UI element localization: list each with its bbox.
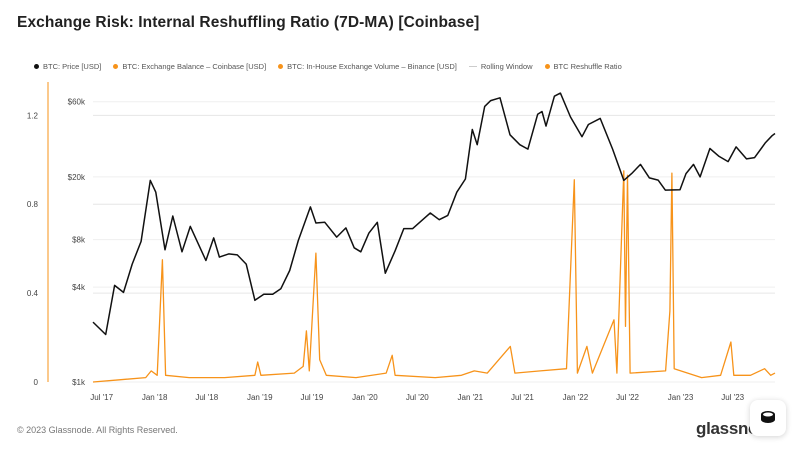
x-tick-label: Jan '20 <box>352 393 378 402</box>
series-reshuffle-ratio-line <box>92 170 776 383</box>
legend-label-inhouse-volume: BTC: In-House Exchange Volume – Binance … <box>287 62 457 71</box>
x-axis-labels: Jul '17 Jan '18 Jul '18 Jan '19 Jul '19 Jan '… <box>90 393 744 402</box>
chat-widget-button[interactable] <box>750 400 786 436</box>
y-right-tick-label: $1k <box>72 378 86 387</box>
grid-lines-right <box>93 101 775 383</box>
legend-marker-rolling-window <box>468 66 477 67</box>
y-right-tick-label: $4k <box>72 283 86 292</box>
y-axis-right-labels: $1k $4k $8k $20k $60k <box>68 98 86 387</box>
legend-marker-reshuffle-ratio <box>544 64 550 69</box>
legend: BTC: Price [USD] BTC: Exchange Balance –… <box>34 62 622 71</box>
chart-title: Exchange Risk: Internal Reshuffling Rati… <box>17 14 480 31</box>
x-tick-label: Jan '21 <box>458 393 484 402</box>
legend-item-inhouse-volume[interactable]: BTC: In-House Exchange Volume – Binance … <box>278 62 457 71</box>
legend-label-reshuffle-ratio: BTC Reshuffle Ratio <box>553 62 622 71</box>
y-right-tick-label: $8k <box>72 236 86 245</box>
x-tick-label: Jan '18 <box>142 393 168 402</box>
legend-item-rolling-window[interactable]: Rolling Window <box>468 62 533 71</box>
legend-item-exchange-balance[interactable]: BTC: Exchange Balance – Coinbase [USD] <box>113 62 266 71</box>
x-tick-label: Jul '21 <box>511 393 534 402</box>
x-tick-label: Jul '19 <box>300 393 323 402</box>
y-left-tick-label: 0.8 <box>27 200 39 209</box>
legend-marker-inhouse-volume <box>278 64 284 69</box>
y-right-tick-label: $60k <box>68 98 86 107</box>
x-tick-label: Jul '17 <box>90 393 113 402</box>
x-tick-label: Jan '22 <box>563 393 589 402</box>
x-tick-label: Jul '22 <box>616 393 639 402</box>
x-tick-label: Jul '18 <box>195 393 218 402</box>
legend-label-rolling-window: Rolling Window <box>480 62 533 71</box>
legend-item-reshuffle-ratio[interactable]: BTC Reshuffle Ratio <box>544 62 622 71</box>
chat-bubble-icon <box>761 411 775 423</box>
x-tick-label: Jul '20 <box>406 393 429 402</box>
y-right-tick-label: $20k <box>68 173 86 182</box>
x-tick-label: Jan '19 <box>247 393 273 402</box>
y-left-tick-label: 0.4 <box>27 289 39 298</box>
x-tick-label: Jul '23 <box>721 393 744 402</box>
y-left-tick-label: 0 <box>34 378 39 387</box>
legend-marker-exchange-balance <box>113 64 119 69</box>
y-axis-left-labels: 0 0.4 0.8 1.2 <box>27 111 39 387</box>
series-btc-price-line <box>92 92 776 336</box>
x-tick-label: Jan '23 <box>668 393 694 402</box>
y-left-tick-label: 1.2 <box>27 111 39 120</box>
legend-marker-price <box>34 64 39 69</box>
copyright-footer: © 2023 Glassnode. All Rights Reserved. <box>17 425 178 435</box>
legend-label-price: BTC: Price [USD] <box>43 62 102 71</box>
legend-item-price[interactable]: BTC: Price [USD] <box>34 62 101 71</box>
legend-label-exchange-balance: BTC: Exchange Balance – Coinbase [USD] <box>122 62 267 71</box>
